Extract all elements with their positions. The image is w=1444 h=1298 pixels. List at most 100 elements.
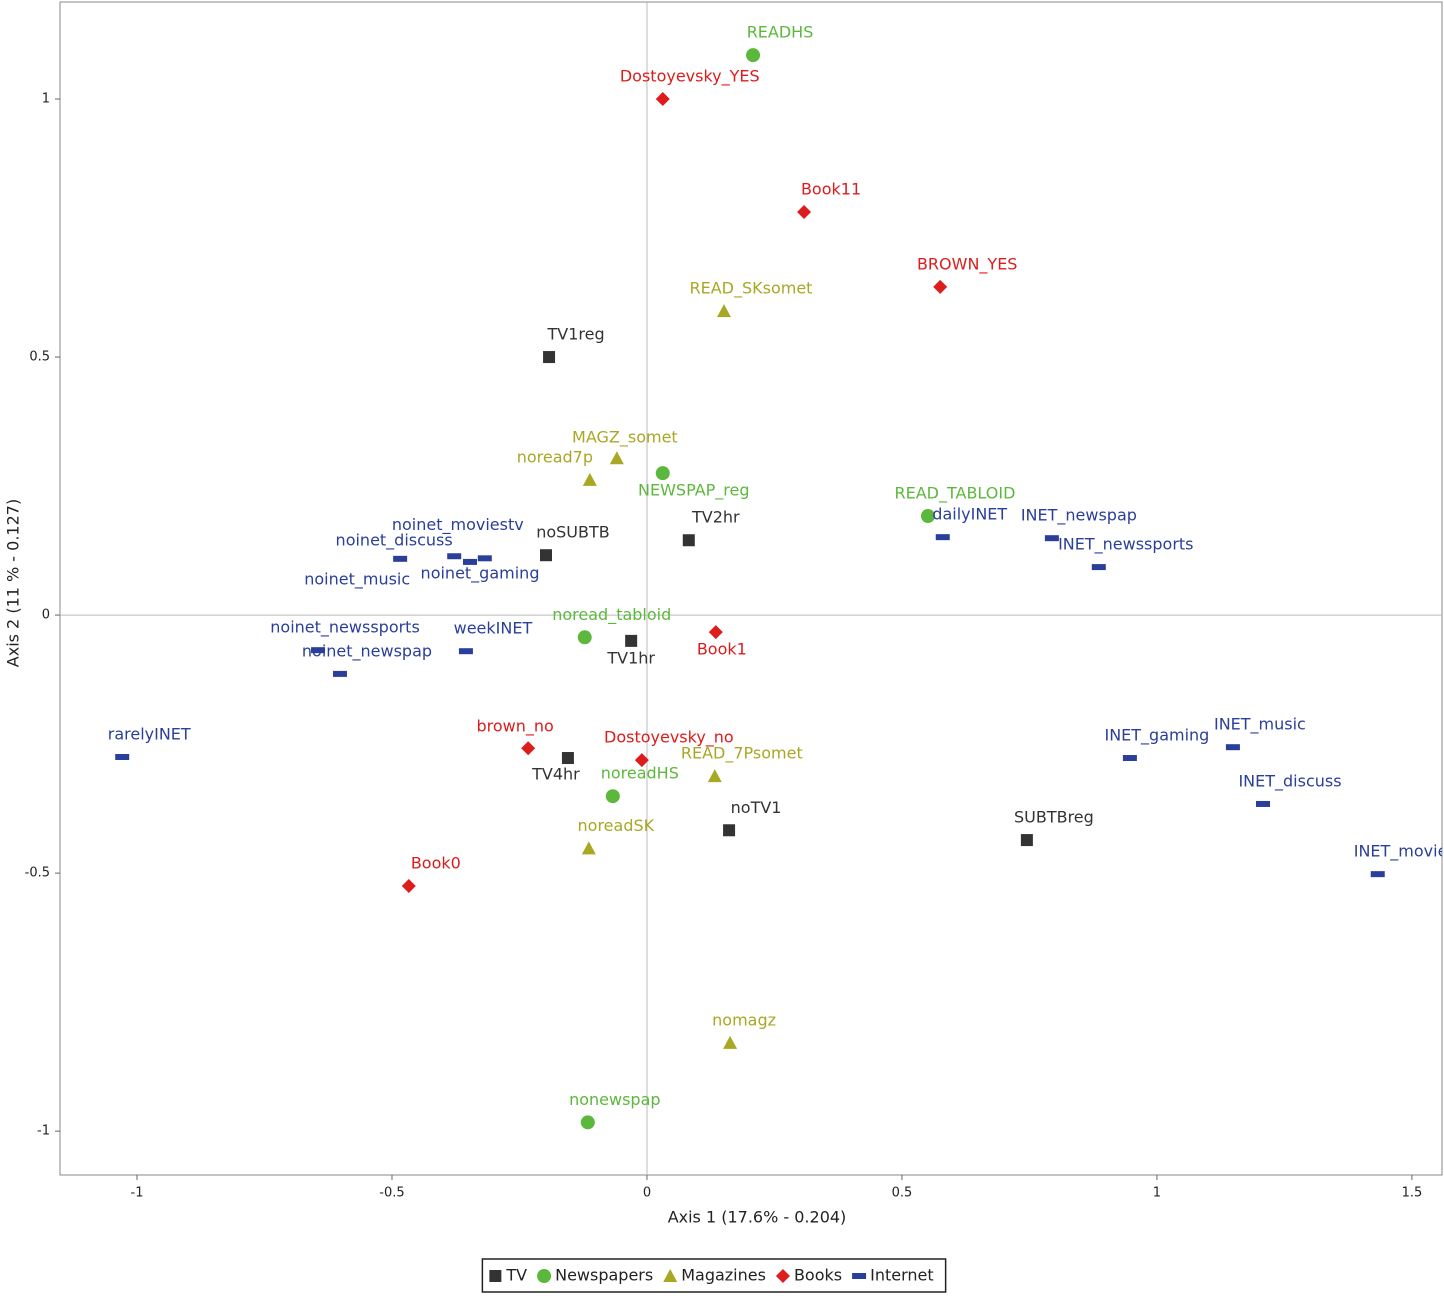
point-label: MAGZ_somet xyxy=(572,428,678,448)
point-label: READ_TABLOID xyxy=(894,483,1015,503)
point-label: READ_SKsomet xyxy=(689,279,812,299)
legend-label: Magazines xyxy=(681,1266,766,1285)
legend-marker xyxy=(537,1269,552,1283)
point-label: nomagz xyxy=(712,1010,776,1029)
point xyxy=(1091,564,1106,571)
point-label: INET_gaming xyxy=(1104,726,1209,746)
x-tick-label: 0 xyxy=(643,1186,651,1201)
point xyxy=(1370,871,1385,878)
point-label: noinet_gaming xyxy=(421,563,540,583)
point-label: Book1 xyxy=(697,640,747,659)
point xyxy=(920,508,935,523)
point xyxy=(707,769,722,783)
point xyxy=(716,304,731,318)
point-label: Dostoyevsky_no xyxy=(604,728,734,748)
point xyxy=(634,753,649,768)
point-label: TV2hr xyxy=(691,508,740,527)
point-label: TV1hr xyxy=(606,648,655,667)
y-axis-label: Axis 2 (11 % - 0.127) xyxy=(4,499,23,667)
point xyxy=(723,1035,738,1049)
legend-box xyxy=(481,1258,947,1293)
point xyxy=(655,92,670,107)
point xyxy=(1256,800,1271,807)
point xyxy=(447,553,462,560)
point xyxy=(458,648,473,655)
y-tick-label: 0.5 xyxy=(29,350,50,365)
point-label: noinet_moviestv xyxy=(392,515,524,535)
point xyxy=(577,630,592,645)
y-tick-label: 1 xyxy=(42,92,50,107)
point xyxy=(933,279,948,294)
x-tick-label: 1 xyxy=(1153,1186,1161,1201)
point xyxy=(797,205,812,220)
point-label: noinet_newssports xyxy=(270,618,420,638)
point-label: nonewspap xyxy=(569,1090,660,1109)
point-label: noTV1 xyxy=(731,798,782,817)
point xyxy=(1044,535,1059,542)
point xyxy=(463,558,478,565)
point-label: Dostoyevsky_YES xyxy=(620,67,760,87)
legend: TV Newspapers Magazines Books Internet xyxy=(481,1258,947,1293)
point xyxy=(393,555,408,562)
legend-marker xyxy=(663,1269,678,1282)
point xyxy=(1122,755,1137,762)
point xyxy=(581,841,596,855)
point xyxy=(477,555,492,562)
y-tick-label: -1 xyxy=(37,1124,50,1139)
point xyxy=(655,466,670,481)
legend-marker xyxy=(489,1270,502,1282)
point xyxy=(561,752,574,765)
point-label: noread_tabloid xyxy=(552,605,671,625)
y-tick-label: 0 xyxy=(42,608,50,623)
point-label: dailyINET xyxy=(932,505,1007,524)
point-label: INET_newssports xyxy=(1058,535,1193,555)
y-tick-label: -0.5 xyxy=(25,866,50,881)
point xyxy=(543,351,556,364)
point-label: Book0 xyxy=(411,854,461,873)
point-label: Book11 xyxy=(801,180,861,199)
point-label: TV1reg xyxy=(546,325,604,344)
point xyxy=(115,753,130,760)
legend-label: Newspapers xyxy=(555,1266,653,1285)
legend-label: TV xyxy=(505,1266,527,1285)
legend-label: Books xyxy=(794,1266,842,1285)
point xyxy=(625,634,638,647)
point xyxy=(1225,744,1240,751)
point-label: noreadSK xyxy=(578,816,655,835)
point xyxy=(708,625,723,640)
point-label: INET_movies xyxy=(1354,842,1444,862)
point xyxy=(935,534,950,541)
point xyxy=(521,741,536,756)
legend-marker xyxy=(852,1273,867,1279)
x-tick-label: -0.5 xyxy=(379,1186,404,1201)
legend-label: Internet xyxy=(870,1266,934,1285)
point-label: READHS xyxy=(747,23,814,42)
point-label: noinet_discuss xyxy=(336,530,453,550)
point xyxy=(539,549,552,562)
point xyxy=(1020,834,1033,847)
point-label: noinet_music xyxy=(304,570,410,590)
point xyxy=(580,1115,595,1130)
point-label: TV4hr xyxy=(531,765,580,784)
point-label: SUBTBreg xyxy=(1014,808,1094,827)
point xyxy=(723,824,736,837)
point-label: BROWN_YES xyxy=(917,254,1018,274)
point xyxy=(582,472,597,486)
point xyxy=(746,48,761,63)
point-label: noreadHS xyxy=(601,764,679,783)
point xyxy=(311,647,326,654)
point-label: INET_music xyxy=(1214,715,1306,735)
point-label: NEWSPAP_reg xyxy=(638,481,750,501)
point xyxy=(332,670,347,677)
point xyxy=(605,789,620,804)
point xyxy=(682,534,695,547)
x-axis-label: Axis 1 (17.6% - 0.204) xyxy=(668,1208,847,1227)
point-label: rarelyINET xyxy=(108,724,191,743)
point xyxy=(401,879,416,894)
point-label: INET_discuss xyxy=(1238,771,1341,791)
point-label: noSUBTB xyxy=(536,523,610,542)
x-tick-label: 0.5 xyxy=(892,1186,913,1201)
x-tick-label: -1 xyxy=(131,1186,144,1201)
plot-frame xyxy=(59,1,1443,1176)
